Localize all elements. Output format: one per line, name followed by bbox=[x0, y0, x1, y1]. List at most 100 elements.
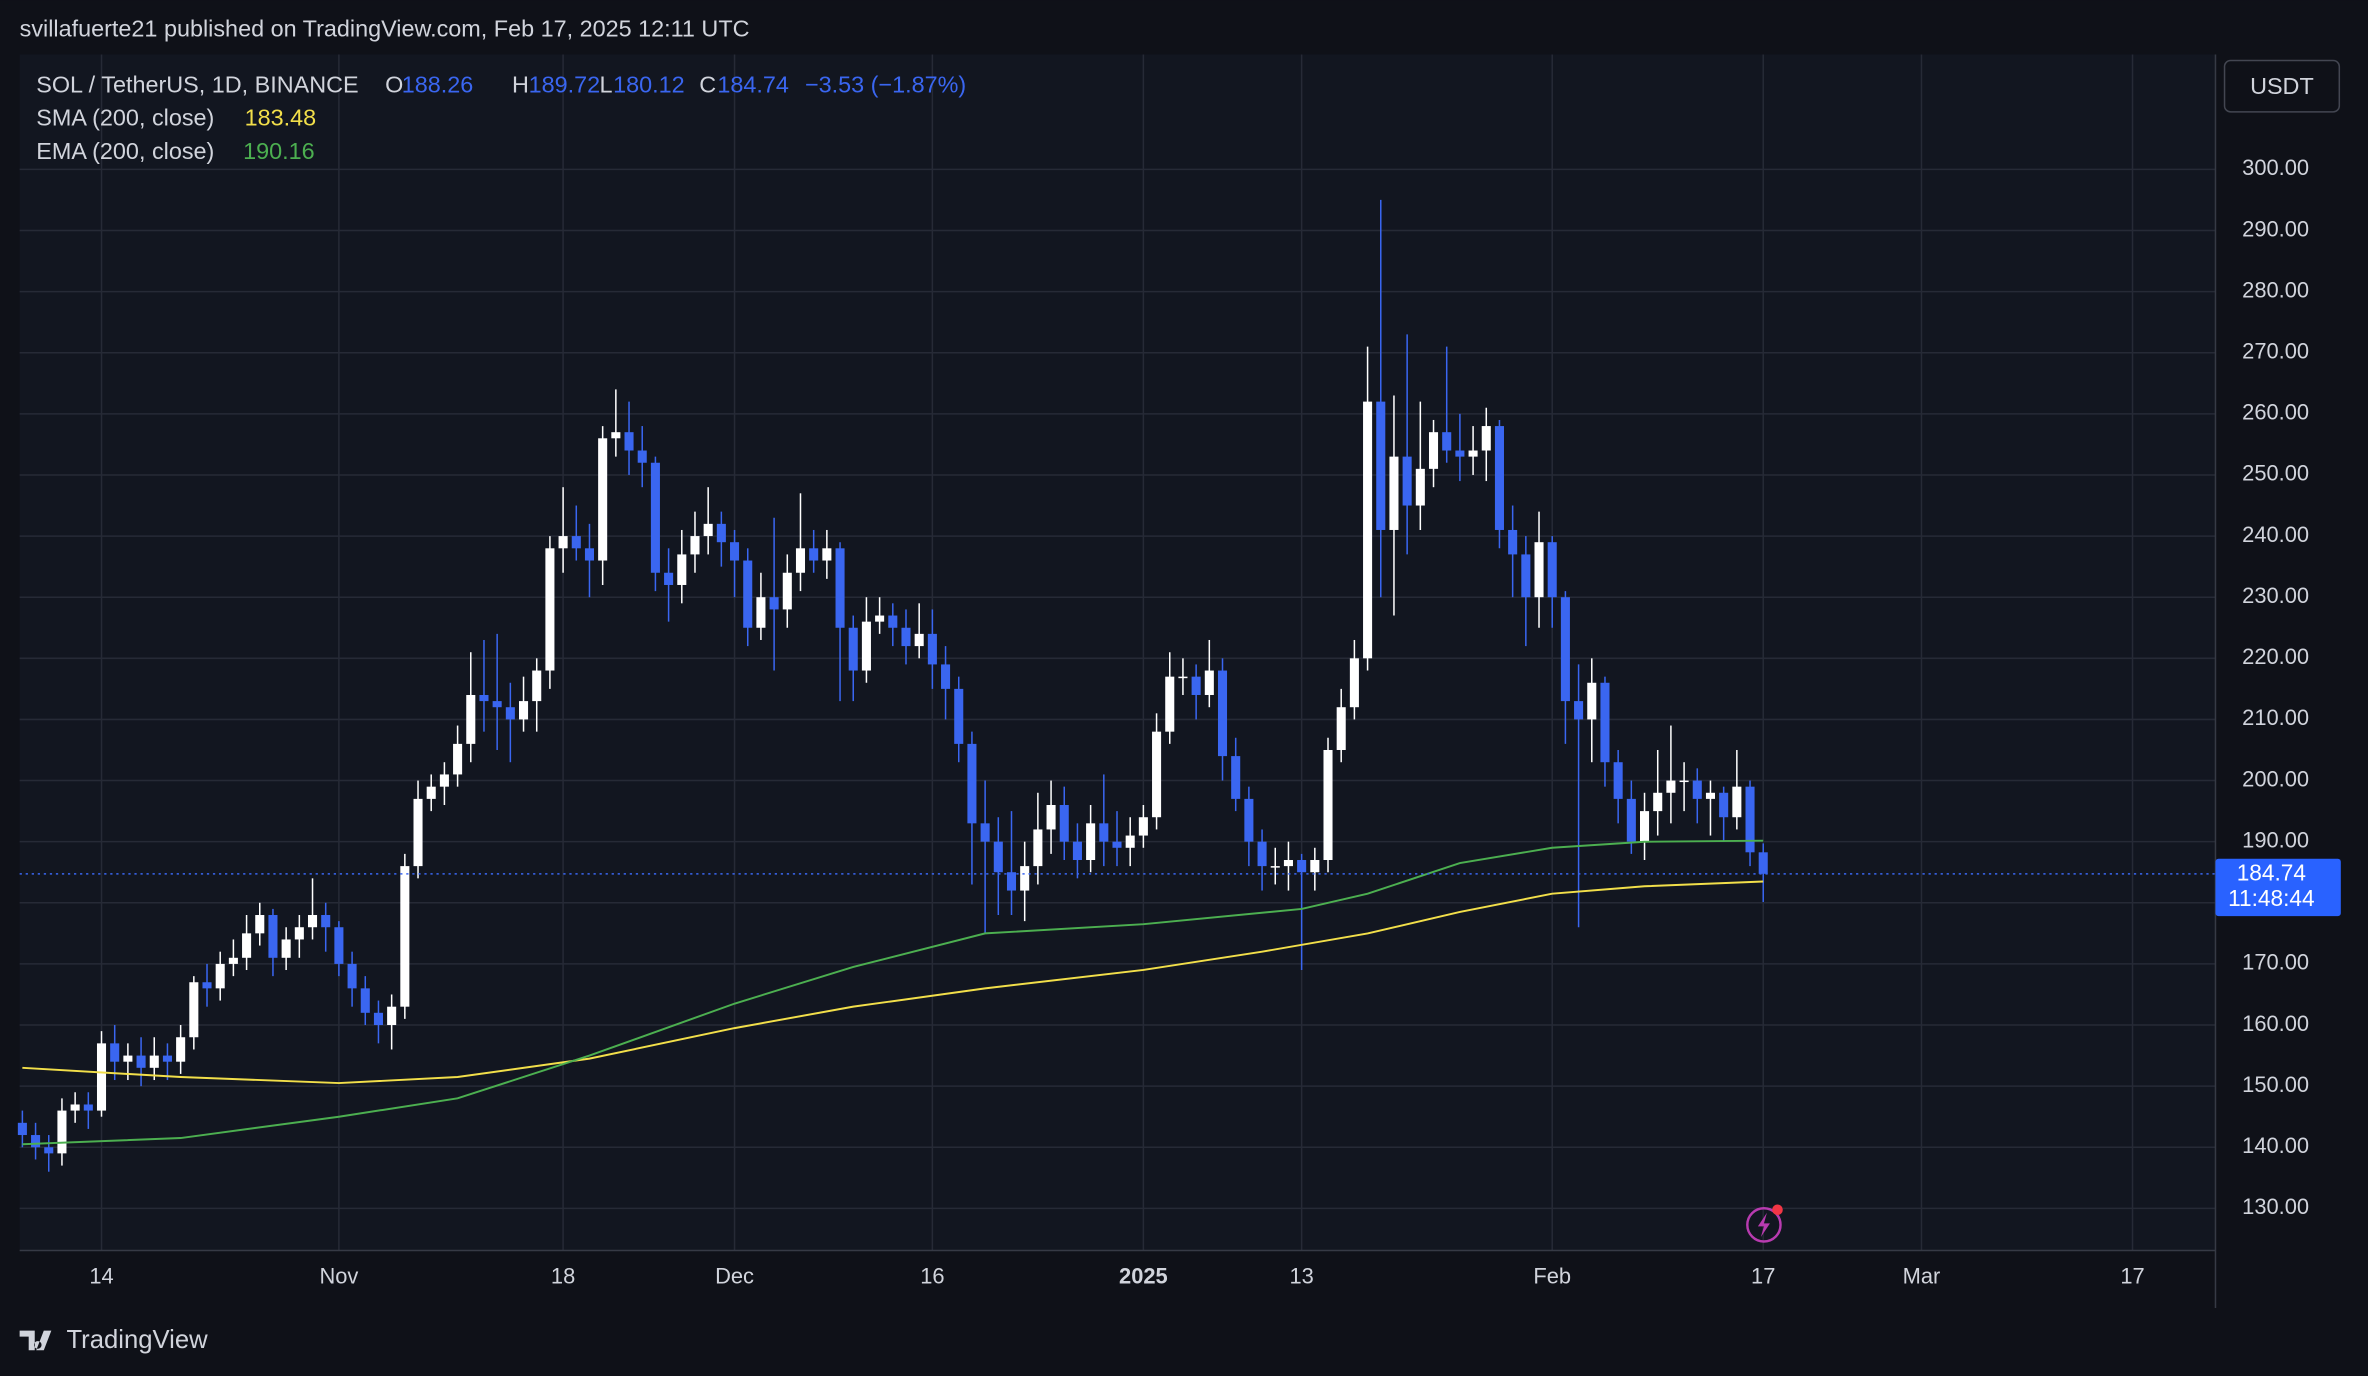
candle-body bbox=[466, 694, 476, 744]
currency-button[interactable] bbox=[2223, 59, 2341, 113]
candle-body bbox=[1666, 780, 1676, 793]
ma-line bbox=[22, 839, 1764, 1146]
candle-body bbox=[44, 1147, 54, 1154]
candle-body bbox=[901, 627, 911, 647]
candle-body bbox=[453, 743, 463, 775]
legend-entry: SMA (200, close) bbox=[36, 105, 214, 131]
y-tick-label: 250.00 bbox=[2242, 461, 2309, 486]
candle-body bbox=[215, 963, 225, 989]
candle-body bbox=[1679, 780, 1689, 783]
candle-body bbox=[941, 664, 951, 689]
candle-body bbox=[1442, 432, 1452, 451]
candle-body bbox=[307, 915, 318, 928]
candle-body bbox=[70, 1104, 80, 1111]
y-tick-label: 260.00 bbox=[2242, 400, 2309, 425]
marks bbox=[17, 199, 2216, 1172]
candle-body bbox=[1639, 811, 1650, 842]
y-tick-label: 130.00 bbox=[2242, 1194, 2309, 1219]
candle-body bbox=[875, 615, 885, 622]
candle-body bbox=[1415, 468, 1425, 506]
candle-body bbox=[1732, 786, 1742, 818]
candle-body bbox=[1613, 762, 1623, 799]
candle-body bbox=[1758, 852, 1768, 874]
candle-body bbox=[426, 786, 436, 799]
legend-value: 183.48 bbox=[245, 105, 317, 131]
ma-line bbox=[22, 880, 1764, 1085]
candle-body bbox=[690, 536, 700, 555]
candle-body bbox=[1745, 786, 1755, 853]
candle-body bbox=[716, 523, 726, 543]
candle-body bbox=[334, 927, 344, 964]
candle-body bbox=[782, 572, 792, 610]
x-tick-label: Mar bbox=[1903, 1264, 1941, 1289]
y-tick-label: 220.00 bbox=[2242, 644, 2309, 669]
candle-body bbox=[1349, 658, 1359, 708]
candle-body bbox=[189, 982, 199, 1038]
x-tick-label: 14 bbox=[89, 1264, 113, 1289]
candle-body bbox=[1283, 860, 1293, 867]
ohlc-letter: O bbox=[385, 71, 403, 97]
candle-body bbox=[1033, 829, 1043, 867]
currency-label[interactable]: USDT bbox=[2250, 73, 2314, 99]
candle-body bbox=[255, 915, 265, 934]
candle-body bbox=[1138, 817, 1148, 836]
ohlc-letter: H bbox=[512, 71, 529, 97]
plot-area bbox=[19, 54, 2216, 1251]
candle-body bbox=[1046, 804, 1056, 830]
y-tick-label: 170.00 bbox=[2242, 950, 2309, 975]
candle-body bbox=[1336, 707, 1346, 750]
candle-body bbox=[545, 548, 555, 671]
candle-body bbox=[123, 1055, 133, 1062]
candle-body bbox=[822, 548, 832, 561]
candle-body bbox=[413, 798, 423, 867]
candle-body bbox=[373, 1012, 383, 1026]
candle-body bbox=[31, 1135, 41, 1148]
close-value: 184.74 bbox=[717, 71, 789, 97]
candle-body bbox=[967, 743, 977, 824]
y-tick-label: 270.00 bbox=[2242, 339, 2309, 364]
candle-body bbox=[400, 866, 410, 1007]
candle-body bbox=[611, 432, 621, 439]
candle-body bbox=[677, 554, 687, 585]
candle-body bbox=[492, 701, 502, 708]
candle-body bbox=[571, 536, 581, 549]
candle-body bbox=[1112, 841, 1122, 848]
candle-body bbox=[980, 823, 990, 842]
candle-body bbox=[1257, 841, 1267, 867]
candle-body bbox=[1165, 676, 1175, 732]
candle-body bbox=[228, 957, 238, 964]
legend-entry: EMA (200, close) bbox=[36, 138, 214, 164]
candle-body bbox=[360, 988, 370, 1013]
candle-body bbox=[242, 933, 252, 958]
y-tick-label: 300.00 bbox=[2242, 155, 2309, 180]
candle-body bbox=[1086, 823, 1096, 861]
candle-body bbox=[1152, 731, 1162, 818]
open-value: 188.26 bbox=[402, 71, 474, 97]
candle-body bbox=[1323, 749, 1333, 861]
candle-body bbox=[1468, 450, 1478, 457]
legend-value: 190.16 bbox=[243, 138, 315, 164]
candle-body bbox=[1626, 798, 1636, 842]
candle-body bbox=[1481, 426, 1491, 451]
candle-body bbox=[954, 688, 964, 744]
alert-icon[interactable] bbox=[1746, 1204, 1783, 1243]
candle-body bbox=[624, 432, 634, 451]
candle-body bbox=[1270, 866, 1280, 868]
candle-body bbox=[268, 915, 278, 958]
candle-body bbox=[1244, 798, 1254, 842]
y-tick-label: 140.00 bbox=[2242, 1133, 2309, 1158]
x-tick-label: Nov bbox=[319, 1264, 358, 1289]
candle-body bbox=[1363, 401, 1373, 659]
candle-body bbox=[1574, 701, 1584, 720]
candle-body bbox=[1719, 792, 1729, 818]
candle-body bbox=[664, 572, 674, 585]
low-value: 180.12 bbox=[613, 71, 685, 97]
ohlc-letter: C bbox=[699, 71, 716, 97]
candle-body bbox=[598, 438, 608, 561]
candle-body bbox=[519, 701, 529, 720]
candle-body bbox=[756, 597, 766, 628]
candle-body bbox=[1455, 450, 1465, 457]
y-tick-label: 150.00 bbox=[2242, 1072, 2309, 1097]
ohlc-letter: L bbox=[600, 71, 613, 97]
